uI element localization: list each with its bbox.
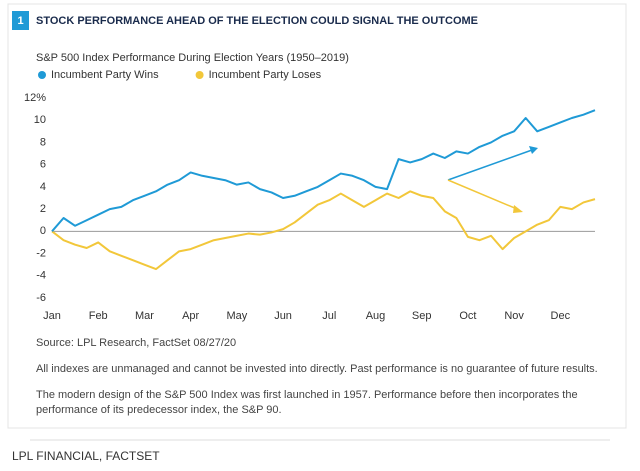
x-tick-label: Jul: [322, 310, 336, 322]
y-tick-label: 10: [34, 114, 46, 126]
arrow: [447, 179, 518, 210]
number-badge: [12, 11, 29, 30]
x-tick-label: Sep: [412, 310, 432, 322]
y-tick-label: -6: [36, 292, 46, 304]
chart-subtitle: S&P 500 Index Performance During Electio…: [36, 52, 349, 64]
x-tick-label: Aug: [366, 310, 386, 322]
footer: LPL FINANCIAL, FACTSET: [12, 449, 160, 463]
y-tick-label: -2: [36, 247, 46, 259]
arrow: [447, 149, 533, 181]
x-tick-label: Apr: [182, 310, 199, 322]
x-tick-label: May: [226, 310, 247, 322]
line: [51, 190, 596, 271]
arrow-head: [529, 146, 538, 154]
x-tick-label: Jun: [274, 310, 292, 322]
number: 1: [17, 15, 23, 27]
frame: [7, 3, 627, 429]
x-tick-label: Mar: [135, 310, 154, 322]
source: Source: LPL Research, FactSet 08/27/20: [36, 337, 237, 349]
chart-title: STOCK PERFORMANCE AHEAD OF THE ELECTION …: [36, 15, 478, 27]
note: All indexes are unmanaged and cannot be …: [36, 363, 598, 375]
legend-marker: [195, 71, 204, 79]
y-tick-label: 4: [40, 181, 46, 193]
x-tick-label: Dec: [551, 310, 571, 322]
y-tick-label: 8: [40, 136, 46, 148]
legend-label: Incumbent Party Wins: [51, 69, 159, 81]
y-tick-label: 6: [40, 159, 46, 171]
arrow-head: [513, 205, 523, 213]
note: The modern design of the S&P 500 Index w…: [36, 389, 578, 416]
y-tick-label: 2: [40, 203, 46, 215]
y-tick-label: -4: [36, 270, 46, 282]
x-tick-label: Nov: [504, 310, 524, 322]
line: [51, 109, 596, 232]
y-tick-label: 0: [40, 225, 46, 237]
x-tick-label: Jan: [43, 310, 61, 322]
x-tick-label: Feb: [89, 310, 108, 322]
legend-marker: [38, 71, 46, 79]
legend-label: Incumbent Party Loses: [209, 69, 322, 81]
x-tick-label: Oct: [459, 310, 476, 322]
y-tick-label: 12%: [24, 92, 46, 104]
